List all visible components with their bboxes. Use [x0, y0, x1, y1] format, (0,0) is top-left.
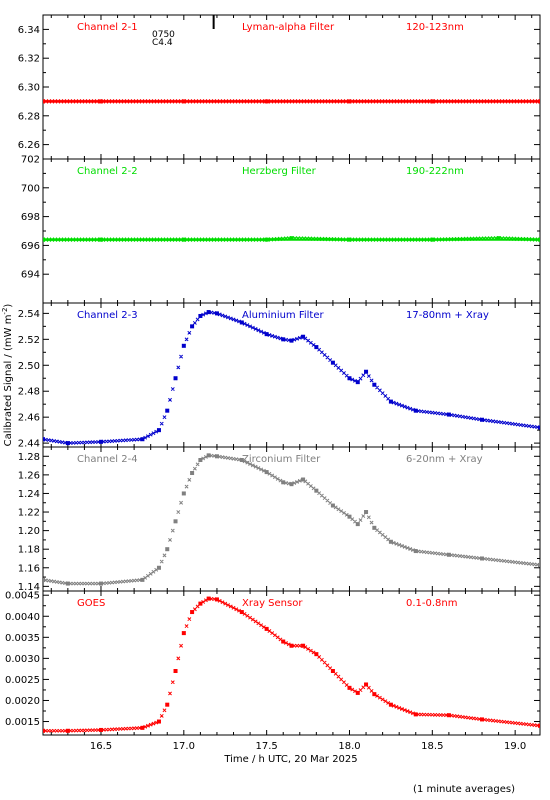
y-tick-label: 6.34 [18, 25, 40, 36]
y-tick-labels: 0.0015 0.0020 0.0025 0.0030 0.0035 0.0040 0.00… [5, 591, 40, 728]
y-tick-label: 2.48 [18, 387, 40, 398]
y-tick-label: 2.54 [18, 309, 40, 320]
y-tick-label: 702 [21, 155, 40, 166]
x-axis-label: Time / h UTC, 20 Mar 2025 [223, 754, 357, 765]
panel-channel-label: Channel 2-1 [77, 22, 138, 33]
y-tick-label: 1.14 [18, 582, 40, 593]
panel-channel-label: Channel 2-4 [77, 454, 138, 465]
y-tick-label: 0.0040 [5, 612, 40, 623]
x-tick-label: 18.5 [421, 741, 443, 752]
y-tick-label: 0.0030 [5, 654, 40, 665]
y-axis-label-sup: -2 [1, 308, 9, 315]
panel-band-label: 0.1-0.8nm [406, 598, 458, 609]
footnote: (1 minute averages) [413, 784, 515, 795]
panel-band-label: 6-20nm + Xray [406, 454, 483, 465]
panel-channel-label: Channel 2-2 [77, 166, 138, 177]
x-axis-labels: 16.5 17.0 17.5 18.0 18.5 19.0 [90, 741, 526, 752]
y-tick-label: 0.0015 [5, 717, 40, 728]
y-tick-label: 1.26 [18, 470, 40, 481]
y-tick-label: 2.46 [18, 413, 40, 424]
y-tick-labels: 6.26 6.28 6.30 6.32 6.34 [18, 25, 40, 151]
y-tick-label: 1.20 [18, 526, 40, 537]
data-point [43, 577, 45, 582]
data-point [43, 728, 45, 733]
panel-channel-label: GOES [77, 598, 105, 609]
series-trace [43, 596, 540, 733]
y-tick-label: 700 [21, 183, 40, 194]
panel-band-label: 190-222nm [406, 166, 464, 177]
panel-frame [42, 590, 541, 736]
y-axis-label-main: Calibrated Signal / (mW m [3, 315, 14, 447]
y-tick-label: 6.26 [18, 140, 40, 151]
event-time-label: 0750 [152, 30, 175, 40]
y-tick-label: 1.16 [18, 563, 40, 574]
data-point [43, 437, 45, 442]
panel-band-label: 17-80nm + Xray [406, 310, 489, 321]
y-tick-label: 0.0045 [5, 591, 40, 602]
y-tick-label: 0.0025 [5, 675, 40, 686]
panel-filter-label: Xray Sensor [242, 598, 303, 609]
panel-2: 694 696 698 700 702 Channel 2-2 Herzberg Filte… [21, 155, 541, 304]
panel-4: 1.14 1.16 1.18 1.20 1.22 1.24 1.26 1.28 Channel … [18, 446, 541, 593]
y-tick-label: 6.28 [18, 111, 40, 122]
y-tick-label: 1.24 [18, 489, 40, 500]
event-class-label: C4.4 [152, 38, 173, 48]
panel-filter-label: Lyman-alpha Filter [242, 22, 335, 33]
y-tick-labels: 1.14 1.16 1.18 1.20 1.22 1.24 1.26 1.28 [18, 452, 40, 593]
x-tick-label: 17.5 [256, 741, 278, 752]
y-tick-label: 0.0035 [5, 633, 40, 644]
y-tick-label: 6.30 [18, 83, 40, 94]
y-tick-label: 698 [21, 212, 40, 223]
panels: 6.26 6.28 6.30 6.32 6.34 Channel 2-1 Lyman-alp… [5, 14, 541, 736]
panel-5: 0.0015 0.0020 0.0025 0.0030 0.0035 0.0040 0.00… [5, 590, 541, 736]
x-tick-label: 19.0 [504, 741, 526, 752]
y-tick-labels: 694 696 698 700 702 [21, 155, 40, 281]
y-tick-label: 0.0020 [5, 696, 40, 707]
y-tick-label: 1.18 [18, 545, 40, 556]
x-tick-label: 18.0 [338, 741, 360, 752]
panel-filter-label: Herzberg Filter [242, 166, 317, 177]
panel-filter-label: Zirconium Filter [242, 454, 321, 465]
y-tick-label: 6.32 [18, 54, 40, 65]
panel-channel-label: Channel 2-3 [77, 310, 138, 321]
panel-filter-label: Aluminium Filter [242, 310, 325, 321]
x-tick-label: 17.0 [173, 741, 195, 752]
y-tick-labels: 2.44 2.46 2.48 2.50 2.52 2.54 [18, 309, 40, 450]
y-tick-label: 2.52 [18, 335, 40, 346]
series-trace [43, 310, 540, 446]
panel-band-label: 120-123nm [406, 22, 464, 33]
y-tick-label: 696 [21, 241, 40, 252]
y-tick-label: 694 [21, 270, 40, 281]
y-tick-label: 2.50 [18, 361, 40, 372]
y-axis-label: Calibrated Signal / (mW m-2) [1, 304, 14, 447]
series-trace [43, 453, 540, 586]
y-tick-label: 1.22 [18, 508, 40, 519]
data-point [538, 562, 540, 567]
data-point [538, 425, 540, 430]
x-tick-label: 16.5 [90, 741, 112, 752]
y-tick-label: 2.44 [18, 439, 40, 450]
y-tick-label: 1.28 [18, 452, 40, 463]
data-point [538, 723, 540, 728]
y-axis-label-close: ) [3, 304, 14, 308]
